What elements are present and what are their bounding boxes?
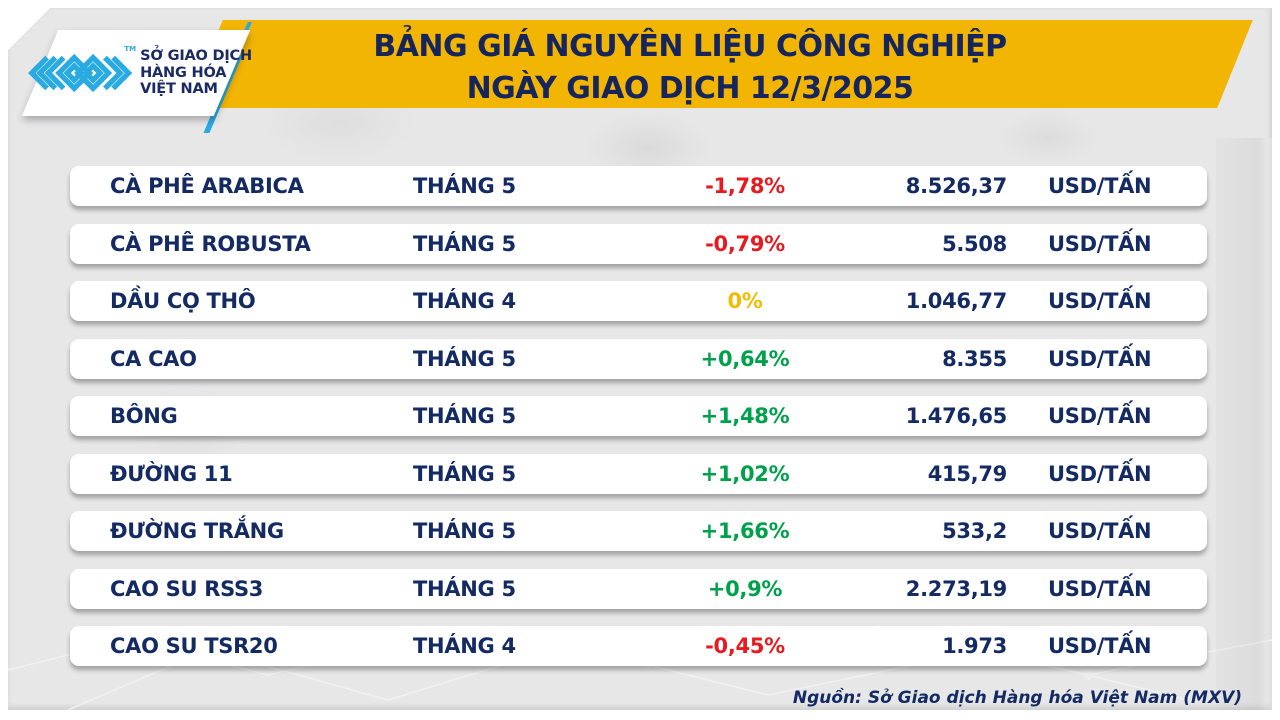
commodity-name: DẦU CỌ THÔ (110, 289, 256, 313)
change-percent: -0,45% (705, 634, 785, 658)
price-unit: USD/TẤN (1048, 346, 1152, 371)
change-percent: -1,78% (705, 174, 785, 198)
source-note: Nguồn: Sở Giao dịch Hàng hóa Việt Nam (M… (792, 688, 1242, 708)
change-percent: +1,02% (700, 461, 790, 486)
mxv-diamond-logo-icon: TM (20, 43, 136, 103)
price-table: CÀ PHÊ ARABICA THÁNG 5 -1,78% 8.526,37 U… (70, 166, 1207, 684)
commodity-name: ĐƯỜNG TRẮNG (110, 519, 284, 543)
price-unit: USD/TẤN (1048, 634, 1152, 658)
table-row: CA CAO THÁNG 5 +0,64% 8.355 USD/TẤN (70, 338, 1207, 379)
contract-month: THÁNG 5 (413, 576, 516, 601)
price-unit: USD/TẤN (1048, 404, 1152, 428)
contract-month: THÁNG 4 (413, 289, 516, 313)
commodity-name: CAO SU TSR20 (110, 634, 278, 658)
commodity-name: CAO SU RSS3 (110, 576, 264, 601)
commodity-name: CÀ PHÊ ROBUSTA (110, 231, 311, 256)
contract-month: THÁNG 4 (413, 634, 516, 658)
change-percent: 0% (727, 289, 763, 313)
commodity-name: BÔNG (110, 404, 178, 428)
table-row: ĐƯỜNG 11 THÁNG 5 +1,02% 415,79 USD/TẤN (70, 453, 1207, 494)
table-row: CÀ PHÊ ARABICA THÁNG 5 -1,78% 8.526,37 U… (70, 166, 1207, 206)
price-value: 2.273,19 (905, 576, 1008, 601)
table-row: ĐƯỜNG TRẮNG THÁNG 5 +1,66% 533,2 USD/TẤN (70, 511, 1207, 551)
contract-month: THÁNG 5 (413, 404, 516, 428)
contract-month: THÁNG 5 (413, 231, 516, 256)
price-unit: USD/TẤN (1048, 576, 1152, 601)
table-row: CÀ PHÊ ROBUSTA THÁNG 5 -0,79% 5.508 USD/… (70, 223, 1207, 264)
price-value: 415,79 (927, 461, 1008, 486)
price-unit: USD/TẤN (1048, 461, 1152, 486)
right-shade-decoration (1216, 138, 1272, 710)
price-value: 1.046,77 (905, 289, 1008, 313)
table-row: CAO SU TSR20 THÁNG 4 -0,45% 1.973 USD/TẤ… (70, 626, 1207, 666)
change-percent: +0,64% (700, 346, 790, 371)
contract-month: THÁNG 5 (413, 461, 516, 486)
price-value: 8.526,37 (905, 174, 1008, 198)
page-title: BẢNG GIÁ NGUYÊN LIỆU CÔNG NGHIỆP NGÀY GI… (360, 26, 1020, 110)
mxv-logo-card: TM SỞ GIAO DỊCH HÀNG HÓA VIỆT NAM (20, 30, 252, 116)
price-value: 1.476,65 (905, 404, 1008, 428)
commodity-name: ĐƯỜNG 11 (110, 461, 233, 486)
title-line-1: BẢNG GIÁ NGUYÊN LIỆU CÔNG NGHIỆP (373, 29, 1007, 64)
exchange-name: SỞ GIAO DỊCH HÀNG HÓA VIỆT NAM (140, 48, 252, 98)
price-unit: USD/TẤN (1048, 519, 1152, 543)
price-unit: USD/TẤN (1048, 174, 1152, 198)
price-value: 8.355 (942, 346, 1007, 371)
change-percent: +1,66% (700, 519, 790, 543)
change-percent: -0,79% (705, 231, 785, 256)
contract-month: THÁNG 5 (413, 519, 516, 543)
change-percent: +1,48% (700, 404, 790, 428)
title-line-2: NGÀY GIAO DỊCH 12/3/2025 (466, 71, 914, 106)
change-percent: +0,9% (707, 576, 783, 601)
price-value: 1.973 (942, 634, 1007, 658)
commodity-name: CA CAO (110, 346, 197, 371)
trademark-symbol: TM (124, 45, 137, 53)
price-unit: USD/TẤN (1048, 231, 1152, 256)
contract-month: THÁNG 5 (413, 346, 516, 371)
table-row: DẦU CỌ THÔ THÁNG 4 0% 1.046,77 USD/TẤN (70, 281, 1207, 321)
table-row: BÔNG THÁNG 5 +1,48% 1.476,65 USD/TẤN (70, 396, 1207, 436)
price-unit: USD/TẤN (1048, 289, 1152, 313)
contract-month: THÁNG 5 (413, 174, 516, 198)
commodity-name: CÀ PHÊ ARABICA (110, 174, 304, 198)
table-row: CAO SU RSS3 THÁNG 5 +0,9% 2.273,19 USD/T… (70, 568, 1207, 609)
price-value: 533,2 (942, 519, 1007, 543)
price-value: 5.508 (942, 231, 1007, 256)
